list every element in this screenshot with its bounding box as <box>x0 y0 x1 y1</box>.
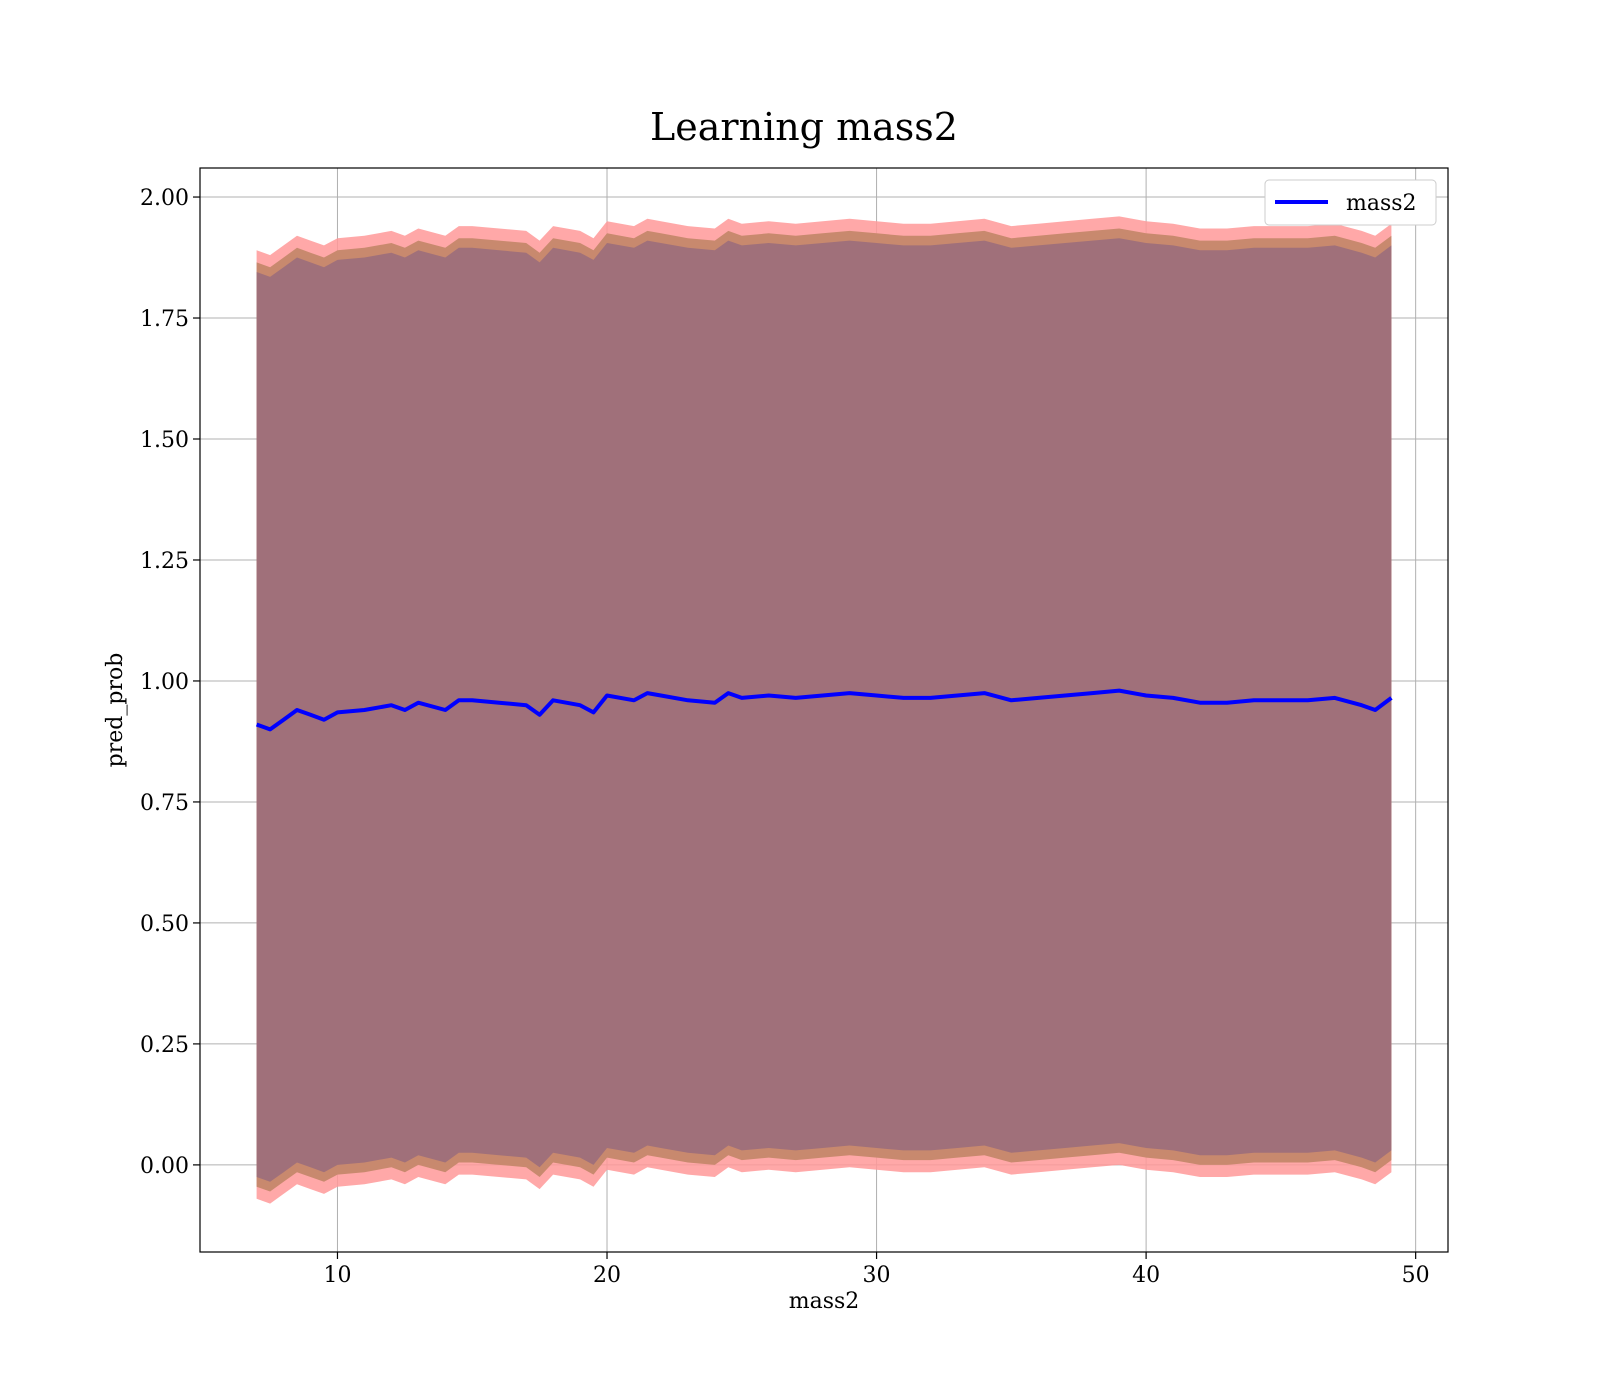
x-tick-label: 20 <box>593 1263 621 1288</box>
series-line-mass2 <box>255 688 1393 732</box>
x-tick-label: 50 <box>1402 1263 1430 1288</box>
legend: mass2 <box>1264 179 1437 226</box>
y-tick-label: 1.25 <box>140 549 189 574</box>
confidence-bands <box>256 216 1392 1204</box>
y-tick-label: 0.25 <box>140 1033 189 1058</box>
y-tick-label: 0.00 <box>140 1154 189 1179</box>
y-tick-label: 2.00 <box>140 186 189 211</box>
x-tick-label: 40 <box>1132 1263 1160 1288</box>
y-tick-label: 1.00 <box>140 670 189 695</box>
y-axis-label: pred_prob <box>103 653 128 768</box>
legend-entry-mass2: mass2 <box>1346 191 1417 216</box>
y-tick-label: 1.50 <box>140 428 189 453</box>
y-tick-label: 1.75 <box>140 307 189 332</box>
chart-title: Learning mass2 <box>650 105 958 149</box>
band-inner <box>256 238 1392 1182</box>
x-tick-label: 30 <box>863 1263 891 1288</box>
plot-frame <box>199 167 1449 1253</box>
series-lines <box>255 688 1393 732</box>
y-tick-label: 0.75 <box>140 791 189 816</box>
axis-ticks: 10 20 30 40 50 0.00 0.25 0.50 0.75 1.00 1.25 1.50 1.… <box>140 186 1430 1288</box>
y-tick-label: 0.50 <box>140 912 189 937</box>
legend-box <box>1264 179 1437 226</box>
x-tick-label: 10 <box>323 1263 351 1288</box>
x-axis-label: mass2 <box>789 1289 860 1314</box>
